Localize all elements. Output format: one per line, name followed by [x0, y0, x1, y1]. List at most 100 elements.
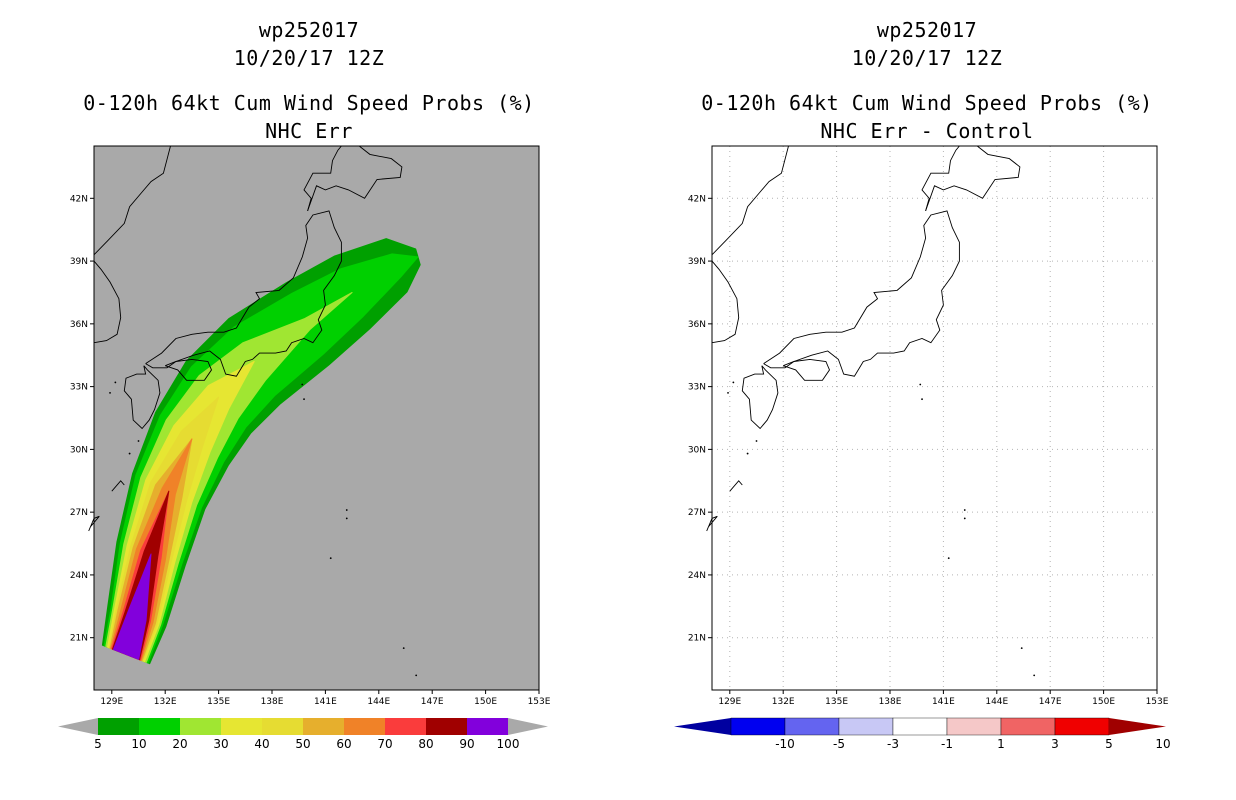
- colorbar-label: 70: [377, 737, 392, 751]
- island: [109, 391, 111, 394]
- panel-nhc-err-minus-control: wp252017 10/20/17 12Z 0-120h 64kt Cum Wi…: [618, 0, 1236, 800]
- x-tick-label: 138E: [879, 697, 902, 707]
- island: [947, 557, 950, 560]
- coastline: [145, 210, 342, 377]
- x-tick-label: 153E: [528, 697, 551, 707]
- colorbar-label: 1: [997, 737, 1005, 751]
- map-layer: 129E 132E 135E 138E 141E 144E 147E 150E 153E 21N 2…: [70, 145, 551, 707]
- y-tick-label: 24N: [70, 571, 88, 581]
- colorbar-label: -1: [941, 737, 953, 751]
- colorbar-swatch: [303, 718, 344, 735]
- x-tick-label: 147E: [421, 697, 444, 707]
- y-tick-label: 42N: [70, 194, 88, 204]
- colorbar-swatch: [892, 717, 948, 736]
- y-tick-label: 42N: [688, 194, 706, 204]
- x-tick-label: 153E: [1146, 697, 1169, 707]
- coastline: [165, 358, 213, 381]
- product-title: 0-120h 64kt Cum Wind Speed Probs (%): [83, 91, 535, 115]
- colorbar-swatch: [1000, 717, 1056, 736]
- y-tick-label: 24N: [688, 571, 706, 581]
- y-tick-label: 21N: [688, 634, 706, 644]
- colorbar-swatch: [98, 718, 139, 735]
- coastline: [711, 260, 740, 344]
- colorbar-swatch: [784, 717, 840, 736]
- island: [963, 517, 966, 520]
- coastline: [763, 210, 960, 377]
- colorbar-label: 50: [295, 737, 310, 751]
- coastline: [706, 515, 718, 532]
- island: [114, 381, 117, 384]
- panel-subtitle: NHC Err: [265, 119, 353, 143]
- datetime-title: 10/20/17 12Z: [851, 46, 1003, 70]
- coastline: [741, 365, 779, 430]
- colorbar-swatch: [221, 718, 262, 735]
- colorbar-label: 100: [497, 737, 520, 751]
- x-tick-label: 129E: [718, 697, 741, 707]
- x-tick-label: 129E: [100, 697, 123, 707]
- x-tick-label: 138E: [261, 697, 284, 707]
- panel-nhc-err: wp252017 10/20/17 12Z 0-120h 64kt Cum Wi…: [58, 18, 551, 751]
- y-tick-label: 27N: [70, 508, 88, 518]
- colorbar-label: -3: [887, 737, 899, 751]
- x-tick-label: 150E: [1092, 697, 1115, 707]
- x-tick-label: 135E: [207, 697, 230, 707]
- datetime-title: 10/20/17 12Z: [233, 46, 385, 70]
- island: [1020, 647, 1023, 650]
- colorbar-label: 20: [172, 737, 187, 751]
- coastline: [303, 145, 342, 212]
- y-tick-label: 36N: [688, 320, 706, 330]
- map-background: [712, 146, 1157, 690]
- y-tick-label: 30N: [688, 445, 706, 455]
- colorbar-swatch: [467, 718, 508, 735]
- colorbar-label: 10: [1155, 737, 1170, 751]
- coastline: [123, 365, 161, 430]
- island: [732, 381, 735, 384]
- colorbar-label: 90: [459, 737, 474, 751]
- x-tick-label: 147E: [1039, 697, 1062, 707]
- x-tick-label: 144E: [367, 697, 390, 707]
- y-tick-label: 39N: [688, 257, 706, 267]
- colorbar-left-arrow: [58, 718, 98, 735]
- coastlines: [706, 145, 1036, 677]
- colorbar-label: -5: [833, 737, 845, 751]
- x-tick-label: 132E: [154, 697, 177, 707]
- colorbar-label: 60: [336, 737, 351, 751]
- coastline: [307, 145, 403, 212]
- x-tick-label: 141E: [314, 697, 337, 707]
- coastline: [111, 480, 125, 492]
- y-tick-label: 33N: [70, 383, 88, 393]
- y-tick-label: 36N: [70, 320, 88, 330]
- colorbar-right-arrow: [508, 718, 548, 735]
- y-tick-label: 30N: [70, 445, 88, 455]
- colorbar-label: 30: [213, 737, 228, 751]
- colorbar-swatch: [1054, 717, 1110, 736]
- colorbar-swatch: [730, 717, 786, 736]
- colorbar-label: 80: [418, 737, 433, 751]
- y-tick-label: 33N: [688, 383, 706, 393]
- island: [755, 440, 758, 442]
- x-tick-label: 141E: [932, 697, 955, 707]
- coastline: [783, 358, 831, 381]
- probability-contour-10: [103, 253, 419, 664]
- colorbar-label: 3: [1051, 737, 1059, 751]
- storm-id-title: wp252017: [876, 18, 978, 42]
- probability-contour-90: [112, 553, 152, 660]
- colorbar-right-arrow: [1109, 718, 1166, 735]
- island: [345, 517, 348, 520]
- y-tick-label: 27N: [688, 508, 706, 518]
- island: [746, 452, 749, 455]
- product-title: 0-120h 64kt Cum Wind Speed Probs (%): [701, 91, 1153, 115]
- colorbar: -10 -5 -3 -1 1 3 5 10: [674, 717, 1171, 751]
- x-tick-label: 132E: [772, 697, 795, 707]
- colorbar-label: 40: [254, 737, 269, 751]
- coastline: [93, 260, 122, 344]
- colorbar-label: 5: [1105, 737, 1113, 751]
- coastlines: [88, 145, 418, 677]
- x-tick-label: 150E: [474, 697, 497, 707]
- x-tick-label: 135E: [825, 697, 848, 707]
- island: [402, 647, 405, 650]
- island: [963, 509, 966, 511]
- y-tick-label: 21N: [70, 634, 88, 644]
- colorbar-swatch: [946, 717, 1002, 736]
- coastline: [925, 145, 1021, 212]
